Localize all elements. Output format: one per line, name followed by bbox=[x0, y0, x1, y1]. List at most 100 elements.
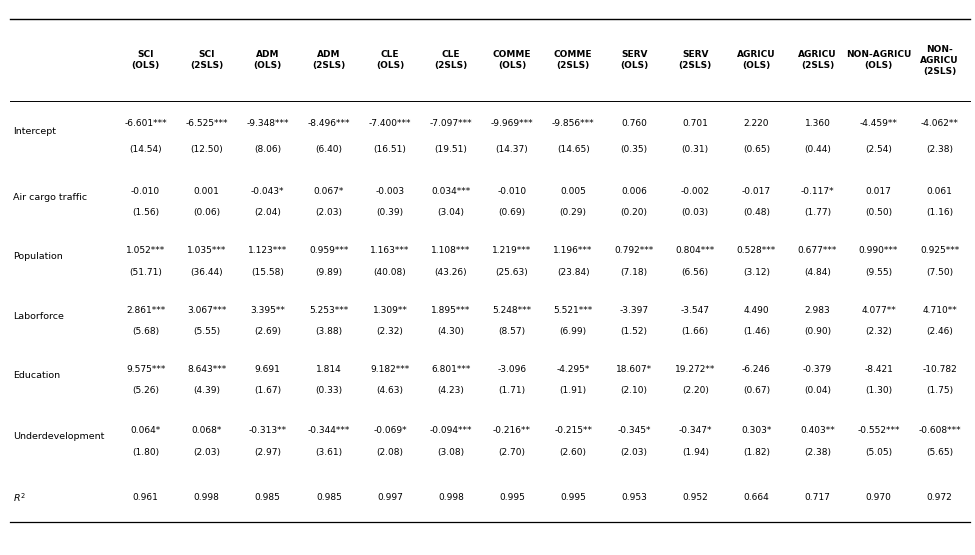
Text: (0.29): (0.29) bbox=[560, 208, 587, 218]
Text: (1.52): (1.52) bbox=[621, 327, 647, 336]
Text: NON-
AGRICU
(2SLS): NON- AGRICU (2SLS) bbox=[920, 44, 958, 76]
Text: CLE
(2SLS): CLE (2SLS) bbox=[434, 50, 468, 70]
Text: (1.91): (1.91) bbox=[560, 386, 587, 395]
Text: -7.097***: -7.097*** bbox=[430, 119, 472, 128]
Text: -9.348***: -9.348*** bbox=[247, 119, 289, 128]
Text: (1.94): (1.94) bbox=[682, 448, 709, 457]
Text: 1.108***: 1.108*** bbox=[431, 246, 471, 255]
Text: SCI
(2SLS): SCI (2SLS) bbox=[190, 50, 223, 70]
Text: 0.528***: 0.528*** bbox=[737, 246, 776, 255]
Text: (2.54): (2.54) bbox=[865, 145, 892, 154]
Text: 5.521***: 5.521*** bbox=[554, 306, 593, 315]
Text: 2.861***: 2.861*** bbox=[126, 306, 165, 315]
Text: 0.034***: 0.034*** bbox=[431, 187, 471, 196]
Text: (1.56): (1.56) bbox=[132, 208, 159, 218]
Text: 0.961: 0.961 bbox=[133, 493, 159, 502]
Text: (4.23): (4.23) bbox=[438, 386, 464, 395]
Text: 0.664: 0.664 bbox=[744, 493, 769, 502]
Text: ADM
(OLS): ADM (OLS) bbox=[254, 50, 282, 70]
Text: (4.30): (4.30) bbox=[438, 327, 464, 336]
Text: 0.985: 0.985 bbox=[254, 493, 281, 502]
Text: (16.51): (16.51) bbox=[373, 145, 407, 154]
Text: (2.10): (2.10) bbox=[621, 386, 647, 395]
Text: -0.345*: -0.345* bbox=[617, 426, 651, 435]
Text: 1.123***: 1.123*** bbox=[248, 246, 288, 255]
Text: -0.215**: -0.215** bbox=[554, 426, 592, 435]
Text: (1.67): (1.67) bbox=[254, 386, 282, 395]
Text: -0.010: -0.010 bbox=[497, 187, 526, 196]
Text: 0.006: 0.006 bbox=[621, 187, 647, 196]
Text: CLE
(OLS): CLE (OLS) bbox=[375, 50, 404, 70]
Text: (9.89): (9.89) bbox=[315, 268, 342, 276]
Text: Education: Education bbox=[13, 371, 59, 380]
Text: 0.403**: 0.403** bbox=[800, 426, 835, 435]
Text: 0.998: 0.998 bbox=[438, 493, 464, 502]
Text: 0.985: 0.985 bbox=[316, 493, 342, 502]
Text: (5.05): (5.05) bbox=[865, 448, 892, 457]
Text: (2.97): (2.97) bbox=[254, 448, 281, 457]
Text: (0.69): (0.69) bbox=[498, 208, 526, 218]
Text: -8.496***: -8.496*** bbox=[307, 119, 350, 128]
Text: (0.90): (0.90) bbox=[803, 327, 831, 336]
Text: SERV
(OLS): SERV (OLS) bbox=[620, 50, 648, 70]
Text: 0.303*: 0.303* bbox=[741, 426, 771, 435]
Text: (1.66): (1.66) bbox=[682, 327, 709, 336]
Text: (1.77): (1.77) bbox=[803, 208, 831, 218]
Text: 4.077**: 4.077** bbox=[861, 306, 896, 315]
Text: (1.30): (1.30) bbox=[865, 386, 892, 395]
Text: 9.182***: 9.182*** bbox=[370, 365, 410, 374]
Text: (6.56): (6.56) bbox=[682, 268, 709, 276]
Text: (14.54): (14.54) bbox=[130, 145, 162, 154]
Text: 0.717: 0.717 bbox=[804, 493, 831, 502]
Text: -0.608***: -0.608*** bbox=[918, 426, 961, 435]
Text: (2.03): (2.03) bbox=[621, 448, 647, 457]
Text: -7.400***: -7.400*** bbox=[369, 119, 411, 128]
Text: (1.46): (1.46) bbox=[743, 327, 770, 336]
Text: 4.710**: 4.710** bbox=[922, 306, 956, 315]
Text: (14.37): (14.37) bbox=[495, 145, 528, 154]
Text: -0.043*: -0.043* bbox=[251, 187, 285, 196]
Text: (0.39): (0.39) bbox=[376, 208, 404, 218]
Text: -4.459**: -4.459** bbox=[860, 119, 897, 128]
Text: (0.20): (0.20) bbox=[621, 208, 647, 218]
Text: (5.68): (5.68) bbox=[132, 327, 159, 336]
Text: (0.50): (0.50) bbox=[865, 208, 892, 218]
Text: -0.347*: -0.347* bbox=[679, 426, 712, 435]
Text: 2.220: 2.220 bbox=[744, 119, 769, 128]
Text: NON-AGRICU
(OLS): NON-AGRICU (OLS) bbox=[846, 50, 912, 70]
Text: (0.35): (0.35) bbox=[621, 145, 647, 154]
Text: 18.607*: 18.607* bbox=[616, 365, 652, 374]
Text: 0.952: 0.952 bbox=[682, 493, 708, 502]
Text: (6.40): (6.40) bbox=[315, 145, 342, 154]
Text: 0.925***: 0.925*** bbox=[920, 246, 959, 255]
Text: (2.46): (2.46) bbox=[926, 327, 953, 336]
Text: 0.068*: 0.068* bbox=[191, 426, 222, 435]
Text: 0.997: 0.997 bbox=[377, 493, 403, 502]
Text: (0.04): (0.04) bbox=[804, 386, 831, 395]
Text: (7.50): (7.50) bbox=[926, 268, 954, 276]
Text: $R^2$: $R^2$ bbox=[13, 491, 25, 504]
Text: (2.03): (2.03) bbox=[193, 448, 220, 457]
Text: (3.61): (3.61) bbox=[315, 448, 342, 457]
Text: 1.052***: 1.052*** bbox=[126, 246, 165, 255]
Text: (2.32): (2.32) bbox=[865, 327, 892, 336]
Text: Population: Population bbox=[13, 252, 62, 261]
Text: 0.804***: 0.804*** bbox=[676, 246, 715, 255]
Text: (2.08): (2.08) bbox=[376, 448, 404, 457]
Text: 8.643***: 8.643*** bbox=[187, 365, 226, 374]
Text: 3.395**: 3.395** bbox=[251, 306, 285, 315]
Text: 9.575***: 9.575*** bbox=[126, 365, 166, 374]
Text: 0.701: 0.701 bbox=[682, 119, 708, 128]
Text: 1.360: 1.360 bbox=[804, 119, 831, 128]
Text: (3.88): (3.88) bbox=[315, 327, 342, 336]
Text: (12.50): (12.50) bbox=[190, 145, 223, 154]
Text: 1.219***: 1.219*** bbox=[492, 246, 531, 255]
Text: (19.51): (19.51) bbox=[435, 145, 467, 154]
Text: 19.272**: 19.272** bbox=[675, 365, 716, 374]
Text: 1.196***: 1.196*** bbox=[554, 246, 593, 255]
Text: -9.856***: -9.856*** bbox=[552, 119, 595, 128]
Text: 5.248***: 5.248*** bbox=[492, 306, 531, 315]
Text: -0.002: -0.002 bbox=[681, 187, 710, 196]
Text: (36.44): (36.44) bbox=[190, 268, 223, 276]
Text: 0.760: 0.760 bbox=[621, 119, 647, 128]
